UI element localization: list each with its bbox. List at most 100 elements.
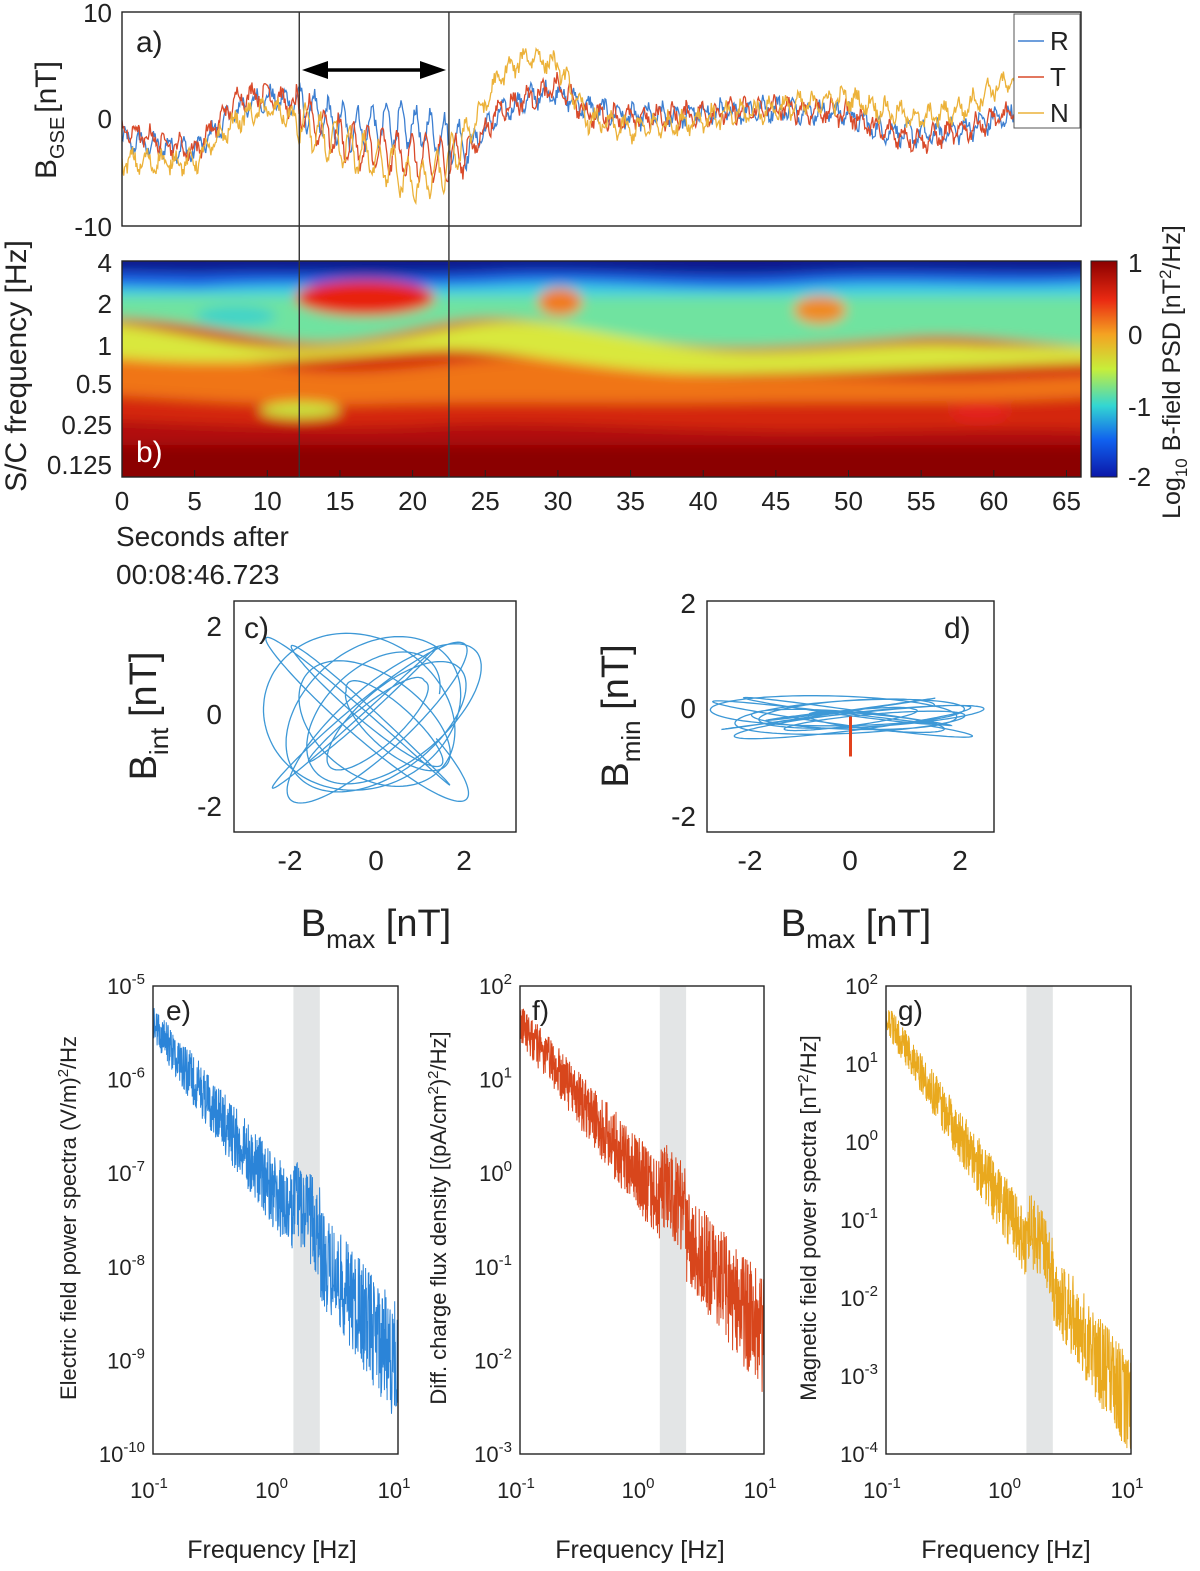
c-ytick-m2: -2 — [197, 791, 222, 822]
e-spectrum — [153, 1004, 398, 1414]
g-xtick--1: 10-1 — [863, 1475, 901, 1503]
panel-f-frame — [519, 985, 765, 1455]
e-ytick--7: 10-7 — [107, 1158, 145, 1186]
g-ytick-1: 101 — [845, 1049, 878, 1077]
b-xtick-30: 30 — [543, 486, 572, 516]
b-blob-cyan-1 — [196, 306, 276, 326]
panel-e-label: e) — [166, 995, 191, 1026]
a-series-N — [122, 47, 1081, 206]
g-ylabel: Magnetic field power spectra [nT2/Hz] — [795, 1035, 821, 1400]
a-ytick-bottom: -10 — [74, 212, 112, 242]
d-ylabel: Bmin [nT] — [595, 644, 646, 787]
interval-arrow-head-right — [420, 61, 446, 79]
e-yticks: 10-10 10-9 10-8 10-7 10-6 10-5 — [99, 971, 145, 1467]
panel-c-label: c) — [244, 612, 269, 645]
g-ytick-0: 100 — [845, 1127, 878, 1155]
panel-b-frame — [121, 260, 1082, 478]
b-cbar-tick-1: 1 — [1128, 248, 1142, 278]
panel-c: c) 2 0 -2 -2 0 2 Bmax [nT] Bint [nT] — [123, 600, 517, 954]
panel-f: f) 10-3 10-2 10-1 100 101 102 10-1 100 101 Freq… — [425, 971, 776, 1564]
f-ytick-2: 102 — [479, 971, 512, 999]
b-blob-red-1 — [295, 280, 435, 316]
b-xtick-15: 15 — [325, 486, 354, 516]
e-ytick--6: 10-6 — [107, 1065, 145, 1093]
d-xtick-m2: -2 — [738, 845, 763, 876]
g-spectrum — [886, 1010, 1131, 1449]
c-xtick-0: 0 — [368, 845, 384, 876]
b-ytick-0.5: 0.5 — [76, 369, 112, 399]
b-xlabel-line1: Seconds after — [116, 521, 289, 552]
f-xlabel: Frequency [Hz] — [555, 1536, 725, 1564]
b-ytick-1: 1 — [98, 331, 112, 361]
a-legend: R T N — [1013, 13, 1081, 129]
panel-g-label: g) — [898, 995, 923, 1026]
e-xtick-0: 100 — [255, 1475, 288, 1503]
f-xtick-0: 100 — [622, 1475, 655, 1503]
a-series-R — [122, 79, 1081, 172]
c-xtick-m2: -2 — [278, 845, 303, 876]
b-ytick-4: 4 — [98, 248, 112, 278]
f-ylabel: Diff. charge flux density [(pA/cm2)2/Hz] — [425, 1031, 451, 1404]
b-ylabel: S/C frequency [Hz] — [0, 240, 33, 492]
a-legend-box — [1013, 13, 1081, 129]
b-cbar-tick-m2: -2 — [1128, 462, 1151, 492]
b-xtick-50: 50 — [834, 486, 863, 516]
a-legend-R: R — [1050, 26, 1069, 56]
b-ytick-0.125: 0.125 — [47, 450, 112, 480]
f-yticks: 10-3 10-2 10-1 100 101 102 — [474, 971, 512, 1467]
f-ytick--1: 10-1 — [474, 1252, 512, 1280]
a-legend-T: T — [1050, 62, 1066, 92]
e-xtick-1: 101 — [378, 1475, 411, 1503]
b-ytick-0.25: 0.25 — [61, 410, 112, 440]
d-xtick-0: 0 — [842, 845, 858, 876]
b-xtick-40: 40 — [689, 486, 718, 516]
panel-d: d) 2 0 -2 -2 0 2 Bmax [nT] Bmin [nT] — [595, 588, 995, 954]
b-blob-red-3 — [794, 296, 846, 324]
e-xtick--1: 10-1 — [130, 1475, 168, 1503]
a-legend-N: N — [1050, 98, 1069, 128]
panel-a-frame — [121, 11, 1082, 227]
b-xtick-60: 60 — [979, 486, 1008, 516]
g-xlabel: Frequency [Hz] — [921, 1536, 1091, 1564]
b-colorbar: 1 0 -1 -2 Log10 B-field PSD [nT2/Hz] — [1090, 225, 1191, 519]
f-ytick-0: 100 — [479, 1158, 512, 1186]
c-xtick-2: 2 — [456, 845, 472, 876]
b-layer-orange-band — [122, 341, 1081, 405]
b-layer-lower-red — [122, 420, 1081, 445]
c-ylabel: Bint [nT] — [123, 652, 174, 781]
b-heatmap — [122, 261, 1081, 477]
g-ytick--2: 10-2 — [840, 1283, 878, 1311]
d-ytick-2: 2 — [680, 588, 696, 619]
g-ytick--4: 10-4 — [840, 1439, 878, 1467]
f-xtick--1: 10-1 — [497, 1475, 535, 1503]
b-blob-green-right — [950, 402, 1010, 422]
b-cbar-tick-0: 0 — [1128, 320, 1142, 350]
f-ytick--2: 10-2 — [474, 1345, 512, 1373]
d-xtick-2: 2 — [952, 845, 968, 876]
g-xtick-0: 100 — [988, 1475, 1021, 1503]
a-series-T — [122, 72, 1081, 183]
a-series-group — [122, 47, 1081, 206]
b-xtick-55: 55 — [907, 486, 936, 516]
panel-b: b) 4 2 1 0.5 0.25 0.125 S/C frequency [H… — [0, 225, 1191, 590]
g-ytick-2: 102 — [845, 971, 878, 999]
c-hodogram — [262, 632, 482, 804]
b-xtick-0: 0 — [115, 486, 129, 516]
g-ytick--3: 10-3 — [840, 1361, 878, 1389]
e-ylabel: Electric field power spectra (V/m)2/Hz — [55, 1036, 81, 1400]
a-ytick-mid: 0 — [98, 104, 112, 134]
panel-f-label: f) — [532, 995, 549, 1026]
b-xtick-35: 35 — [616, 486, 645, 516]
b-colorbar-label: Log10 B-field PSD [nT2/Hz] — [1156, 225, 1191, 519]
b-xticks: 0 5 10 15 20 25 30 35 40 45 50 55 60 65 — [115, 470, 1081, 516]
e-ytick--8: 10-8 — [107, 1252, 145, 1280]
panel-c-frame — [233, 600, 517, 833]
a-ylabel: BGSE[nT] — [30, 61, 69, 179]
panel-b-label: b) — [136, 436, 163, 469]
e-ytick--9: 10-9 — [107, 1345, 145, 1373]
d-xlabel: Bmax [nT] — [781, 903, 932, 954]
e-xlabel: Frequency [Hz] — [187, 1536, 357, 1564]
